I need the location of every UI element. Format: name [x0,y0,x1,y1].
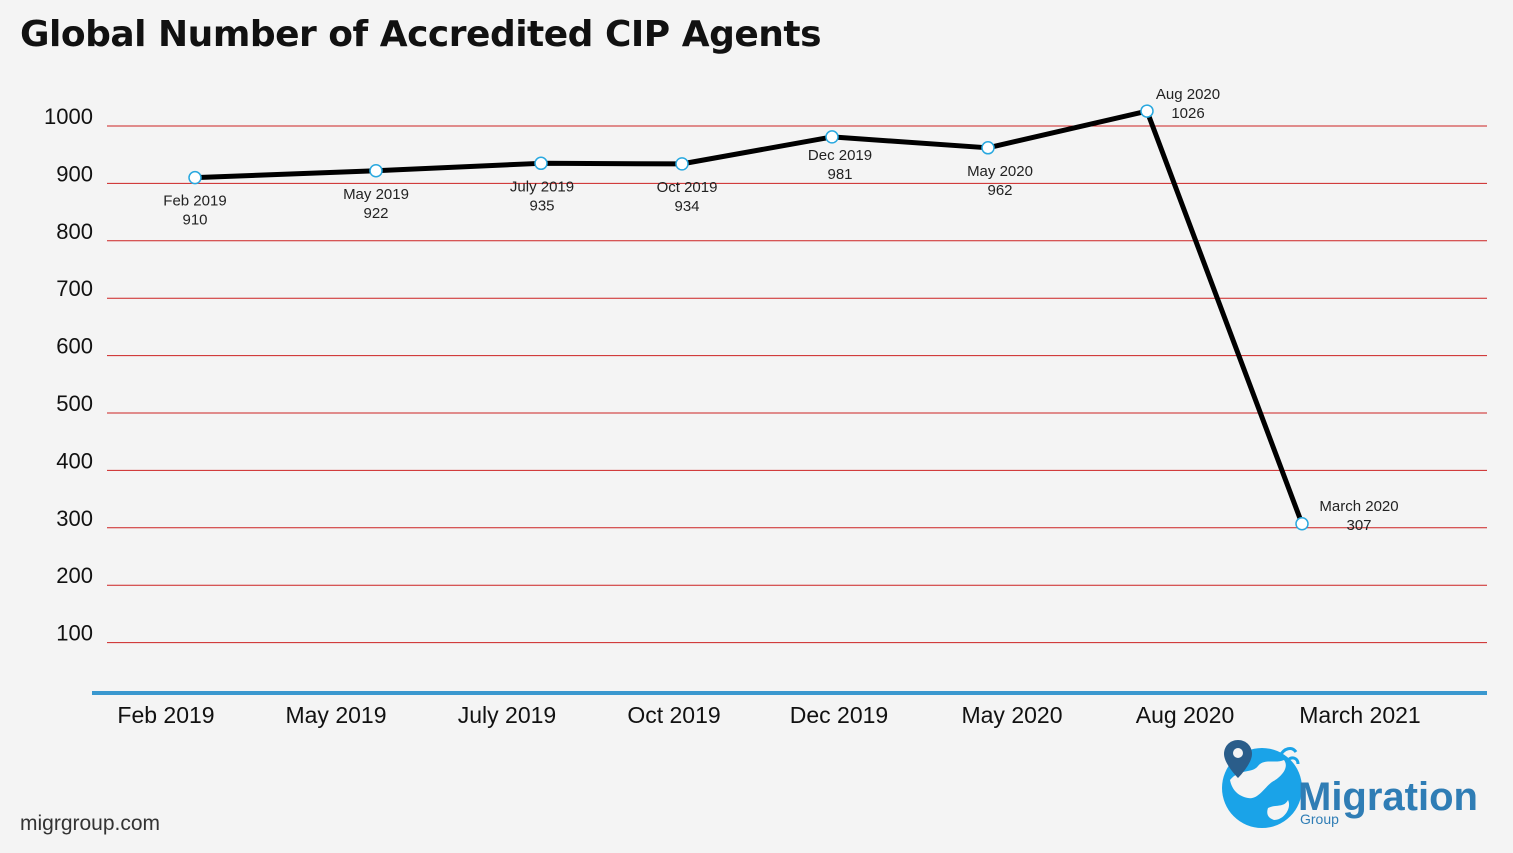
data-markers [188,104,1309,531]
x-tick-label: Aug 2020 [1136,702,1234,728]
data-point-marker [534,156,548,171]
x-tick-label: Dec 2019 [790,702,888,728]
x-tick-label: July 2019 [458,702,556,728]
company-logo: Migration Group [1222,740,1478,828]
logo-sub: Group [1300,811,1339,827]
data-label-name: Feb 2019 [163,193,226,210]
chart-title: Global Number of Accredited CIP Agents [20,14,822,55]
y-axis-ticks: 100 200 300 400 500 600 700 800 900 1000 [44,104,93,646]
data-label-value: 922 [363,205,388,222]
y-tick-label: 900 [56,161,93,186]
data-label-name: Aug 2020 [1156,86,1220,103]
data-point-marker [981,141,995,155]
website-url: migrgroup.com [20,812,161,835]
data-label-value: 910 [182,212,207,229]
line-chart: 100 200 300 400 500 600 700 800 900 1000 Feb 2019… [44,86,1487,728]
data-point-marker [369,164,383,178]
data-label-value: 981 [827,166,852,183]
x-tick-label: May 2020 [961,702,1062,728]
data-label-name: May 2020 [967,163,1033,180]
y-tick-label: 700 [56,276,93,301]
y-tick-label: 500 [56,391,93,416]
y-tick-label: 600 [56,334,93,359]
data-label-name: May 2019 [343,186,409,203]
data-label-name: Dec 2019 [808,147,872,164]
data-label-value: 934 [674,198,699,215]
y-tick-label: 100 [56,621,93,646]
x-tick-label: March 2021 [1299,702,1420,728]
gridlines [107,125,1487,644]
data-point-marker [675,157,689,171]
x-tick-label: Feb 2019 [117,702,214,728]
data-point-marker [1295,517,1309,531]
data-label-value: 935 [529,197,554,214]
data-label-name: Oct 2019 [657,179,718,196]
series-line [194,108,1305,525]
x-tick-label: May 2019 [285,702,386,728]
y-tick-label: 200 [56,563,93,588]
y-tick-label: 800 [56,219,93,244]
globe-pin-icon [1222,740,1302,828]
data-label-value: 1026 [1171,105,1204,122]
data-label-value: 307 [1346,517,1371,534]
y-tick-label: 300 [56,506,93,531]
data-label-name: July 2019 [510,178,574,195]
y-tick-label: 400 [56,448,93,473]
data-label-value: 962 [987,182,1012,199]
data-point-marker [1140,104,1154,118]
y-tick-label: 1000 [44,104,93,129]
data-point-marker [825,130,839,144]
x-axis-ticks: Feb 2019 May 2019 July 2019 Oct 2019 Dec 201… [117,702,1420,728]
logo-name: Migration [1298,775,1478,819]
data-label-name: March 2020 [1319,498,1398,515]
x-tick-label: Oct 2019 [627,702,720,728]
data-point-marker [188,170,202,185]
data-labels: Feb 2019 910 May 2019 922 July 2019 935 Oct 20… [163,86,1398,534]
